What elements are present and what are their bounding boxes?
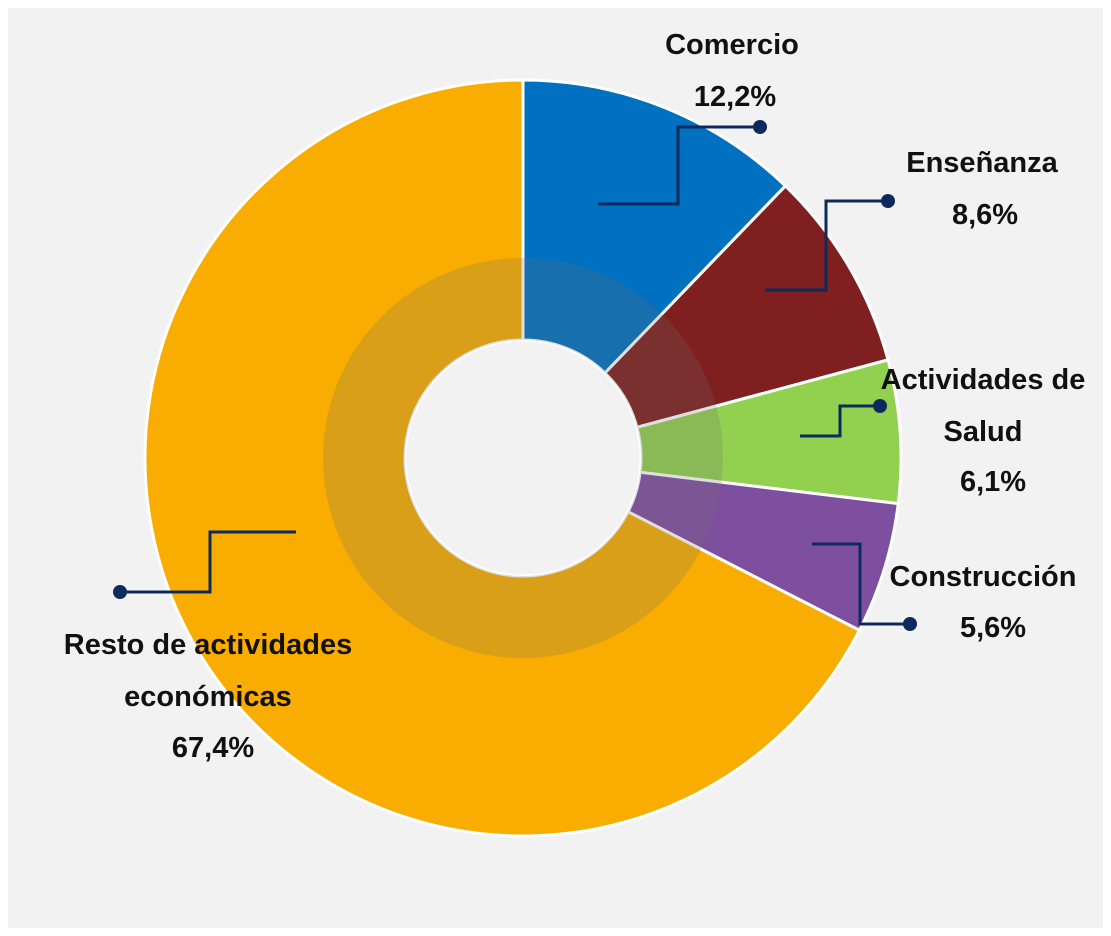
category-label: Resto de actividades económicas — [63, 629, 353, 713]
slices — [143, 78, 903, 838]
value-label: 6,1% — [959, 466, 1027, 498]
slice — [602, 183, 890, 430]
category-label: Comercio — [665, 29, 799, 61]
leader-lines — [120, 125, 910, 626]
leader-dot — [881, 194, 895, 208]
slice — [143, 78, 862, 838]
leader-dot — [903, 617, 917, 631]
leader-line — [120, 530, 296, 594]
slice — [521, 78, 788, 376]
leader-line — [765, 199, 888, 292]
category-label: Construcción — [889, 561, 1077, 593]
category-label: Enseñanza — [906, 147, 1058, 179]
leader-dot — [113, 585, 127, 599]
value-label: 12,2% — [693, 81, 777, 113]
value-label: 5,6% — [959, 612, 1027, 644]
leader-dot — [873, 399, 887, 413]
leader-line — [800, 404, 880, 438]
leader-dots — [113, 120, 917, 631]
leader-line — [812, 542, 910, 626]
inner-ring-overlay — [323, 258, 723, 658]
value-label: 8,6% — [951, 199, 1019, 231]
leader-dot — [753, 120, 767, 134]
leader-line — [598, 125, 760, 206]
value-label: 67,4% — [171, 732, 255, 764]
category-label: Actividades de Salud — [880, 364, 1086, 448]
